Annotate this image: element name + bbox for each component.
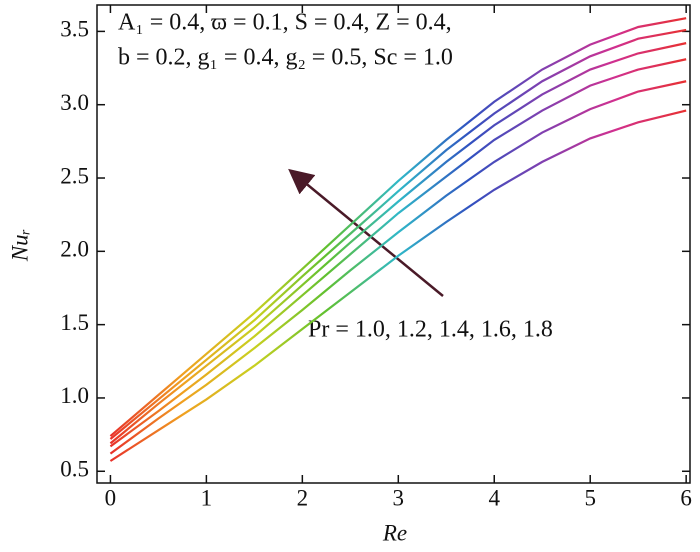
series-line bbox=[109, 28, 687, 440]
plot-frame bbox=[96, 4, 691, 484]
annotation: b = 0.2, g₁ = 0.4, g₂ = 0.5, Sc = 1.0 bbox=[118, 45, 453, 71]
series-line bbox=[109, 17, 687, 437]
series-line bbox=[109, 80, 687, 455]
arrow bbox=[288, 168, 444, 297]
annotation: Pr = 1.0, 1.2, 1.4, 1.6, 1.8 bbox=[308, 317, 553, 343]
x-tick-label: 1 bbox=[201, 485, 213, 510]
x-tick-label: 3 bbox=[393, 485, 405, 510]
x-tick-label: 4 bbox=[489, 485, 501, 510]
y-tick-label: 1.5 bbox=[60, 310, 89, 335]
series-line bbox=[109, 42, 687, 445]
x-tick-label: 6 bbox=[680, 485, 692, 510]
y-tick-label: 1.0 bbox=[60, 383, 89, 408]
y-tick-label: 0.5 bbox=[60, 457, 89, 482]
y-tick-label: 2.0 bbox=[60, 237, 89, 262]
y-tick-label: 3.0 bbox=[60, 90, 89, 115]
x-tick-label: 5 bbox=[584, 485, 596, 510]
x-axis-label: Re bbox=[382, 520, 407, 545]
series-line bbox=[109, 58, 687, 448]
y-tick-label: 2.5 bbox=[60, 163, 89, 188]
annotation: A₁ = 0.4, ϖ = 0.1, S = 0.4, Z = 0.4, bbox=[118, 10, 452, 36]
y-tick-label: 3.5 bbox=[60, 17, 89, 42]
series-line bbox=[109, 109, 687, 462]
y-axis-label: Nuᵣ bbox=[7, 229, 32, 263]
x-tick-label: 2 bbox=[297, 485, 309, 510]
x-tick-label: 0 bbox=[105, 485, 117, 510]
